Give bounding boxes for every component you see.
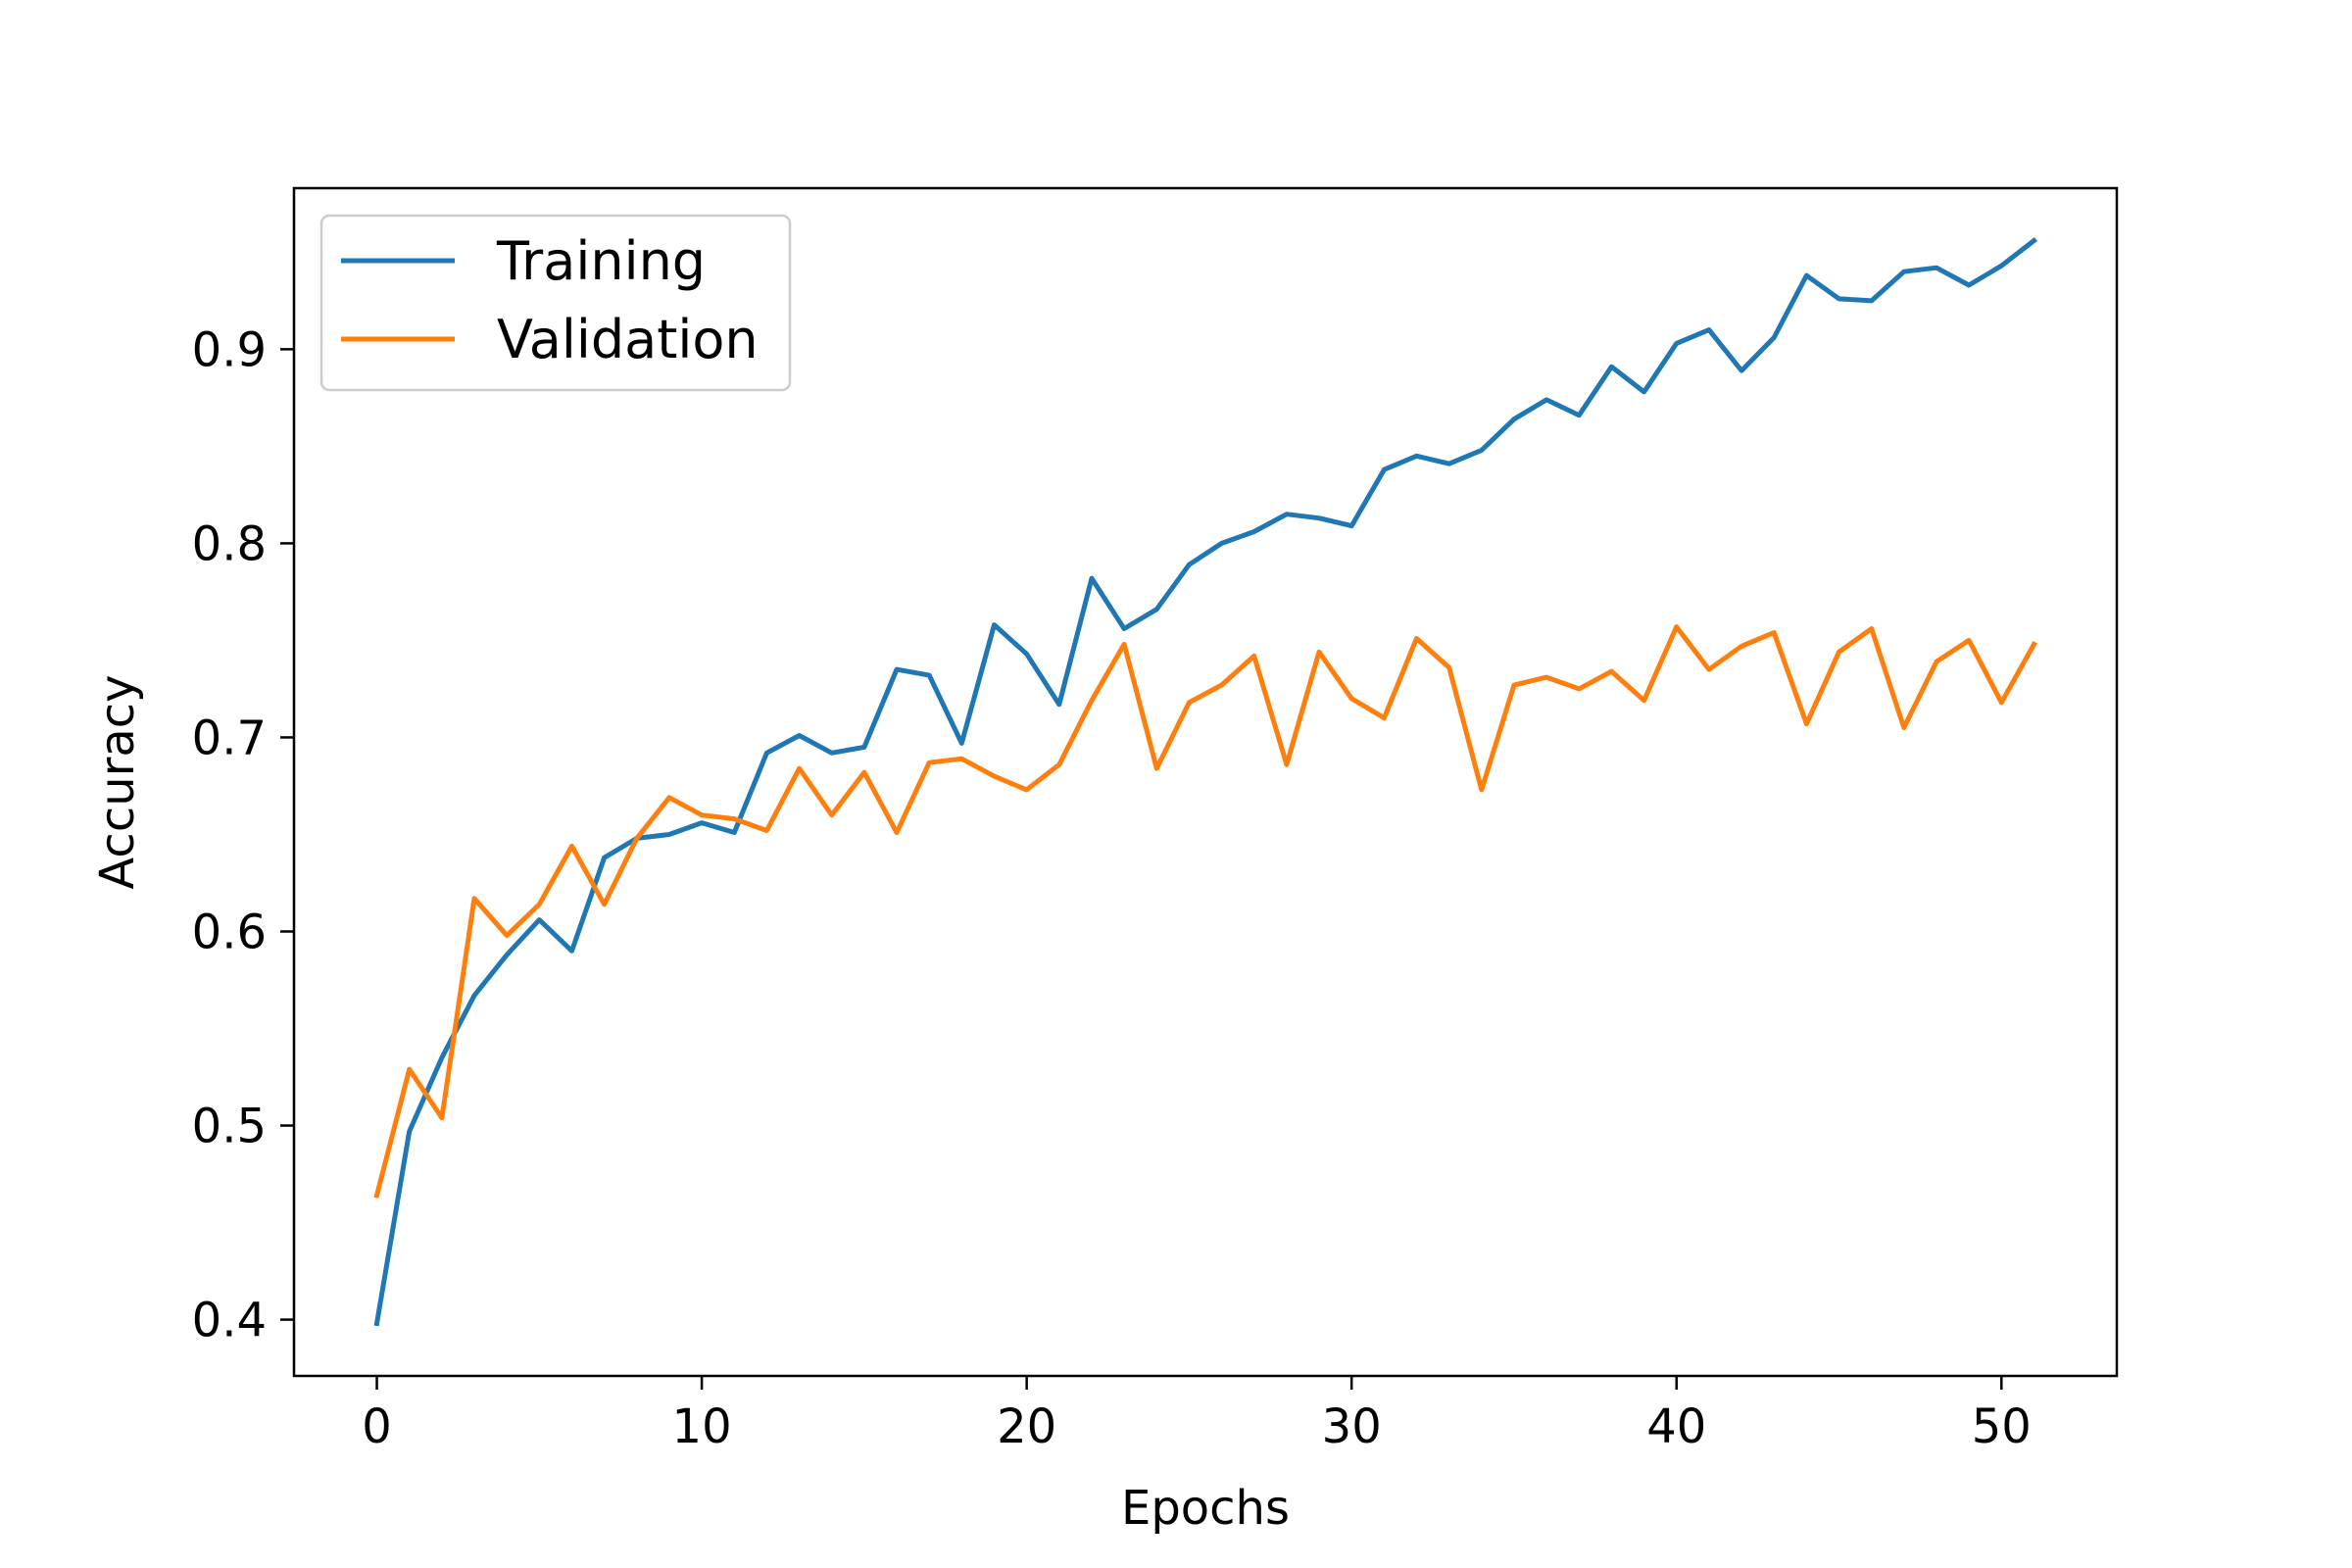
x-tick-label: 30 [1322, 1399, 1382, 1454]
x-tick-label: 0 [362, 1399, 392, 1454]
x-tick-label: 20 [997, 1399, 1056, 1454]
y-tick-label: 0.7 [192, 710, 267, 765]
legend-label-validation: Validation [497, 309, 759, 370]
axis-ticks: 0 10 20 30 40 50 0.4 0.5 0.6 0.7 0.8 0.9 [192, 322, 2032, 1454]
x-tick-label: 50 [1972, 1399, 2032, 1454]
plot-area-frame [292, 186, 2119, 1378]
series-line-training [373, 236, 2038, 1327]
y-tick-label: 0.9 [192, 322, 267, 377]
y-tick-label: 0.6 [192, 905, 267, 959]
y-tick-label: 0.8 [192, 516, 267, 571]
legend: Training Validation [319, 214, 792, 392]
x-tick-label: 40 [1646, 1399, 1706, 1454]
y-axis-label: Accuracy [90, 674, 145, 889]
series-lines [373, 236, 2038, 1327]
y-tick-label: 0.4 [192, 1294, 267, 1348]
series-line-validation [373, 624, 2037, 1199]
y-tick-label: 0.5 [192, 1100, 267, 1154]
legend-label-training: Training [496, 230, 706, 292]
x-tick-label: 10 [672, 1399, 732, 1454]
x-axis-label: Epochs [1121, 1481, 1290, 1536]
